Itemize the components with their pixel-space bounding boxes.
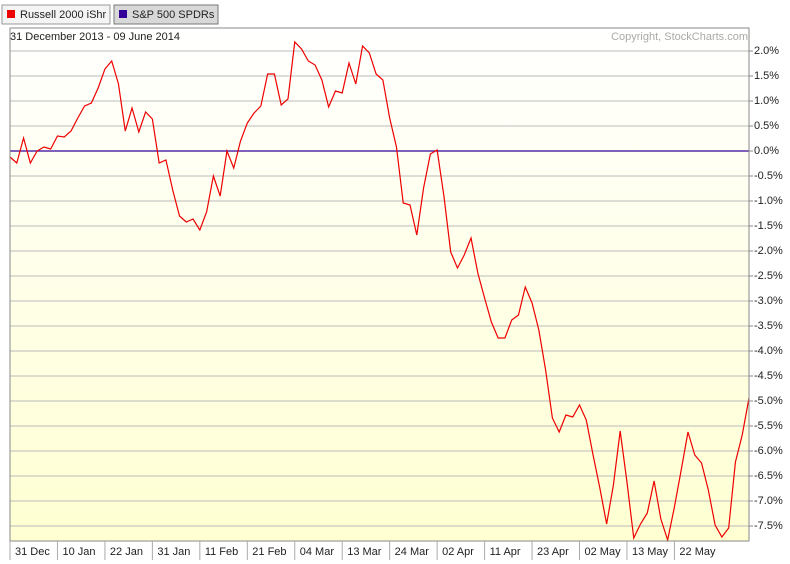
x-tick-label: 13 Mar (347, 546, 382, 558)
legend-swatch (7, 10, 15, 18)
y-tick-label: -7.0% (754, 495, 783, 507)
x-tick-label: 11 Feb (205, 546, 238, 558)
y-tick-label: -3.5% (754, 320, 783, 332)
x-tick-label: 11 Apr (490, 546, 521, 558)
y-tick-label: -2.0% (754, 245, 783, 257)
y-tick-label: 1.5% (754, 70, 779, 82)
y-tick-label: -6.0% (754, 445, 783, 457)
x-tick-label: 02 May (585, 546, 622, 558)
x-tick-label: 21 Feb (252, 546, 286, 558)
y-tick-label: -4.0% (754, 345, 783, 357)
copyright: Copyright, StockCharts.com (611, 31, 748, 43)
x-tick-label: 31 Jan (157, 546, 190, 558)
x-tick-label: 22 Jan (110, 546, 143, 558)
legend-tab[interactable] (113, 4, 219, 25)
y-tick-label: -1.0% (754, 195, 783, 207)
legend-label[interactable]: S&P 500 SPDRs (132, 9, 215, 21)
x-tick-label: 23 Apr (537, 546, 569, 558)
y-tick-label: 0.5% (754, 120, 779, 132)
x-tick-label: 10 Jan (62, 546, 95, 558)
y-tick-label: 2.0% (754, 45, 779, 57)
plot-background (10, 28, 749, 541)
x-tick-label: 02 Apr (442, 546, 474, 558)
x-tick-label: 13 May (632, 546, 669, 558)
y-tick-label: -5.0% (754, 395, 783, 407)
y-tick-label: -2.5% (754, 270, 783, 282)
y-tick-label: -7.5% (754, 520, 783, 532)
plot-border (9, 27, 750, 542)
y-tick-label: -4.5% (754, 370, 783, 382)
legend-swatch (119, 10, 127, 18)
subtitle: 31 December 2013 - 09 June 2014 (10, 31, 180, 43)
legend-tab[interactable] (1, 4, 111, 25)
y-tick-label: 1.0% (754, 95, 779, 107)
legend-label[interactable]: Russell 2000 iShr (20, 9, 107, 21)
x-tick-label: 24 Mar (395, 546, 430, 558)
y-tick-label: -3.0% (754, 295, 783, 307)
y-tick-label: -1.5% (754, 220, 783, 232)
y-tick-label: -0.5% (754, 170, 783, 182)
y-tick-label: -6.5% (754, 470, 783, 482)
x-tick-label: 31 Dec (15, 546, 50, 558)
series-line (9, 40, 750, 543)
y-tick-label: 0.0% (754, 145, 779, 157)
x-tick-label: 04 Mar (300, 546, 335, 558)
y-tick-label: -5.5% (754, 420, 783, 432)
x-tick-label: 22 May (679, 546, 716, 558)
